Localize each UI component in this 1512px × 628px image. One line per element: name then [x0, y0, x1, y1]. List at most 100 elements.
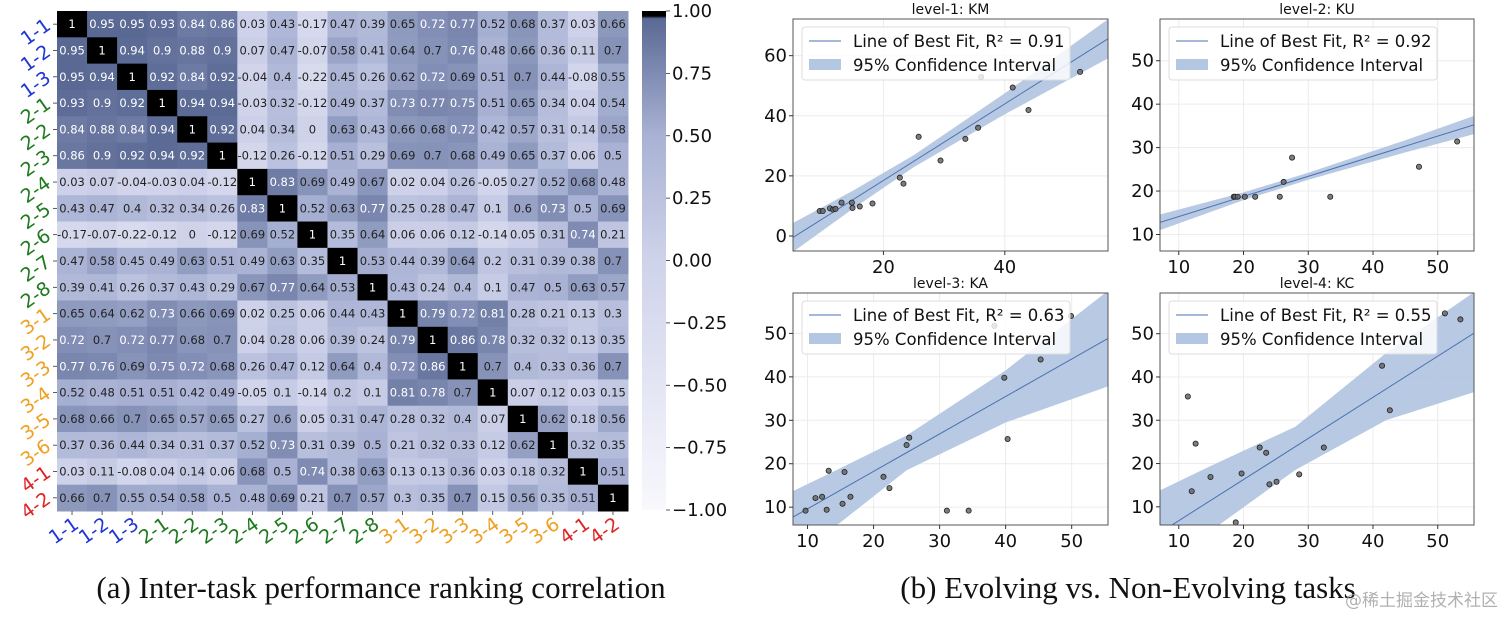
heatmap-cell: [537, 89, 569, 117]
heatmap-cell: [57, 221, 88, 249]
heatmap-cell: [537, 458, 569, 486]
heatmap-cell-value: 0.9: [93, 96, 111, 110]
correlation-heatmap: 1 0.95 0.95 0.93 0.84 0.86 0.03 0.43 -0.17 0.47 0.…: [17, 1, 727, 549]
heatmap-cell: [177, 458, 208, 486]
colorbar: [642, 11, 666, 510]
data-point: [838, 199, 845, 206]
heatmap-cell: [207, 484, 238, 512]
heatmap-cell-value: 0.2: [333, 386, 351, 400]
heatmap-cell-value: 0.33: [450, 438, 476, 452]
heatmap-cell-value: 0.32: [149, 201, 175, 215]
data-point: [1454, 138, 1461, 145]
heatmap-cell: [147, 274, 178, 301]
plot-area: [793, 293, 1108, 525]
heatmap-cell-value: 0.47: [270, 359, 296, 373]
heatmap-cell-value: 0.18: [570, 412, 596, 426]
heatmap-cell-value: 0.6: [273, 412, 291, 426]
heatmap-cell: [597, 379, 629, 407]
heatmap-cell-value: 0.77: [270, 280, 296, 294]
heatmap-cell: [327, 247, 359, 275]
heatmap-cell: [567, 168, 599, 196]
heatmap-cell: [267, 353, 298, 380]
heatmap-cell: [147, 37, 178, 65]
y-tick-label: 50: [1131, 324, 1154, 345]
heatmap-cell-value: 0.57: [179, 412, 205, 426]
heatmap-cell: [567, 195, 599, 223]
data-point: [965, 507, 972, 514]
heatmap-cell: [177, 195, 208, 223]
data-point: [1207, 473, 1214, 480]
heatmap-cell: [177, 63, 208, 91]
heatmap-cell: [447, 168, 479, 196]
heatmap-cell-value: 0.9: [93, 149, 111, 163]
y-tick-label: 60: [764, 46, 787, 67]
heatmap-cell: [237, 142, 268, 170]
heatmap-cell-value: 0.7: [484, 359, 502, 373]
heatmap-cell-value: 1: [68, 17, 75, 31]
heatmap-cell-value: 0.06: [300, 333, 326, 347]
legend-band-label: 95% Confidence Interval: [1220, 56, 1423, 75]
heatmap-cell: [297, 274, 328, 301]
heatmap-cell: [447, 353, 479, 380]
heatmap-cell: [177, 353, 208, 380]
heatmap-cell: [297, 116, 328, 144]
y-tick-label: 50: [1131, 51, 1154, 72]
axes-frame: [792, 292, 1109, 526]
y-tick-label: 30: [764, 410, 787, 431]
heatmap-cell-value: 0.68: [510, 17, 536, 31]
heatmap-cell-value: 0.64: [390, 43, 416, 57]
legend-line-label: Line of Best Fit, R² = 0.55: [1220, 306, 1432, 325]
heatmap-cell-value: -0.03: [237, 96, 267, 110]
heatmap-cell: [567, 89, 599, 117]
heatmap-cell-value: 0.52: [270, 228, 296, 242]
heatmap-cell-value: 0.63: [330, 122, 356, 136]
heatmap-cell-value: 0.43: [59, 201, 85, 215]
heatmap-cell-value: 0.48: [89, 386, 115, 400]
heatmap-cell: [567, 116, 599, 144]
heatmap-cell-value: 0.48: [480, 43, 506, 57]
x-tick-label: 50: [1060, 531, 1083, 552]
legend-box: [1168, 300, 1438, 355]
heatmap-cell: [507, 116, 539, 144]
heatmap-cell-value: 0.75: [149, 359, 175, 373]
heatmap-cell: [357, 116, 389, 144]
heatmap-cell-value: 0.6: [514, 201, 532, 215]
data-point: [812, 495, 819, 502]
heatmap-cell: [177, 300, 208, 328]
heatmap-cell: [597, 11, 629, 38]
heatmap-cell-value: 0.5: [213, 491, 231, 505]
x-tick-label: 30: [1297, 531, 1320, 552]
heatmap-cell-value: 0.77: [420, 96, 446, 110]
heatmap-cell-value: 0.25: [270, 307, 296, 321]
heatmap-cell: [387, 195, 419, 223]
panel-title: level-3: KA: [913, 276, 988, 292]
heatmap-cell-value: 0.72: [450, 122, 476, 136]
data-point: [1441, 310, 1448, 317]
heatmap-cell-value: 0.51: [570, 491, 596, 505]
heatmap-cell: [147, 63, 178, 91]
x-tick-label: 20: [1232, 257, 1255, 278]
heatmap-cell: [387, 300, 419, 328]
heatmap-cell-value: 0.5: [544, 280, 562, 294]
heatmap-cell: [297, 37, 328, 65]
heatmap-cell-value: 0.49: [240, 254, 266, 268]
heatmap-cell-value: 0.65: [149, 412, 175, 426]
heatmap-cell: [417, 300, 449, 328]
heatmap-cell-value: 0.41: [89, 280, 115, 294]
heatmap-cell-value: -0.12: [207, 175, 237, 189]
data-point: [841, 468, 848, 475]
heatmap-cell: [267, 142, 298, 170]
heatmap-cell-value: 0.2: [484, 254, 502, 268]
heatmap-cell-value: 0.49: [149, 254, 175, 268]
data-point: [819, 208, 826, 215]
heatmap-cell-value: 1: [249, 175, 256, 189]
heatmap-cell-value: 0.31: [330, 412, 356, 426]
heatmap-cell: [57, 405, 88, 433]
heatmap-cell-value: 0.86: [209, 17, 235, 31]
data-point: [1232, 519, 1239, 525]
heatmap-cell-value: 0.93: [59, 96, 85, 110]
heatmap-cell: [357, 63, 389, 91]
heatmap-cell: [87, 89, 118, 117]
heatmap-cell: [267, 300, 298, 328]
heatmap-cell-value: 0.54: [149, 491, 175, 505]
